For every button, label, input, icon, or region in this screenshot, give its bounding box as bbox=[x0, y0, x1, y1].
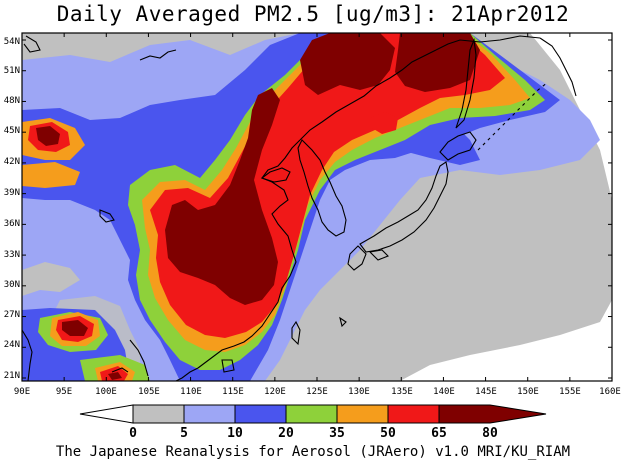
colorbar-label: 65 bbox=[431, 426, 447, 441]
colorbar-segment bbox=[438, 404, 547, 424]
lon-label: 100E bbox=[95, 387, 117, 397]
lat-label: 33N bbox=[4, 250, 20, 260]
plot-frame bbox=[21, 32, 613, 382]
lon-label: 125E bbox=[306, 387, 328, 397]
map-title: Daily Averaged PM2.5 [ug/m3]: 21Apr2012 bbox=[56, 2, 570, 26]
lon-label: 150E bbox=[517, 387, 539, 397]
lat-label: 36N bbox=[4, 219, 20, 229]
lon-label: 120E bbox=[264, 387, 286, 397]
colorbar-label: 35 bbox=[329, 426, 345, 441]
lat-label: 21N bbox=[4, 371, 20, 381]
lon-label: 110E bbox=[180, 387, 202, 397]
lat-label: 27N bbox=[4, 310, 20, 320]
colorbar-label: 80 bbox=[482, 426, 498, 441]
coastlines bbox=[22, 35, 577, 381]
lat-label: 30N bbox=[4, 280, 20, 290]
colorbar-labels: 0 5 10 20 35 50 65 80 bbox=[129, 426, 498, 441]
colorbar-segment bbox=[285, 404, 338, 424]
lon-label: 105E bbox=[138, 387, 160, 397]
colorbar-segment bbox=[234, 404, 287, 424]
lon-labels: 90E 95E 100E 105E 110E 115E 120E 125E 13… bbox=[14, 387, 621, 397]
lat-label: 39N bbox=[4, 188, 20, 198]
lon-label: 155E bbox=[559, 387, 581, 397]
colorbar bbox=[79, 404, 547, 424]
lon-label: 135E bbox=[391, 387, 413, 397]
lat-label: 54N bbox=[4, 37, 20, 47]
colorbar-label: 20 bbox=[278, 426, 294, 441]
lon-label: 95E bbox=[56, 387, 72, 397]
lon-label: 160E bbox=[599, 387, 621, 397]
colorbar-segment bbox=[183, 404, 236, 424]
lon-label: 130E bbox=[348, 387, 370, 397]
lon-label: 145E bbox=[475, 387, 497, 397]
lat-label: 48N bbox=[4, 96, 20, 106]
colorbar-label: 50 bbox=[380, 426, 396, 441]
lon-label: 115E bbox=[222, 387, 244, 397]
lat-label: 24N bbox=[4, 340, 20, 350]
lat-label: 42N bbox=[4, 157, 20, 167]
colorbar-segment bbox=[387, 404, 440, 424]
lat-labels: 54N 51N 48N 45N 42N 39N 36N 33N 30N 27N … bbox=[4, 37, 20, 381]
lat-label: 51N bbox=[4, 66, 20, 76]
pm25-field bbox=[22, 33, 612, 381]
colorbar-segment bbox=[336, 404, 389, 424]
lon-label: 90E bbox=[14, 387, 30, 397]
colorbar-segment bbox=[79, 404, 134, 424]
colorbar-label: 5 bbox=[180, 426, 188, 441]
lon-label: 140E bbox=[433, 387, 455, 397]
lat-label: 45N bbox=[4, 126, 20, 136]
footer-credit: The Japanese Reanalysis for Aerosol (JRA… bbox=[55, 444, 571, 460]
colorbar-label: 0 bbox=[129, 426, 137, 441]
colorbar-label: 10 bbox=[227, 426, 243, 441]
colorbar-segment bbox=[132, 404, 185, 424]
